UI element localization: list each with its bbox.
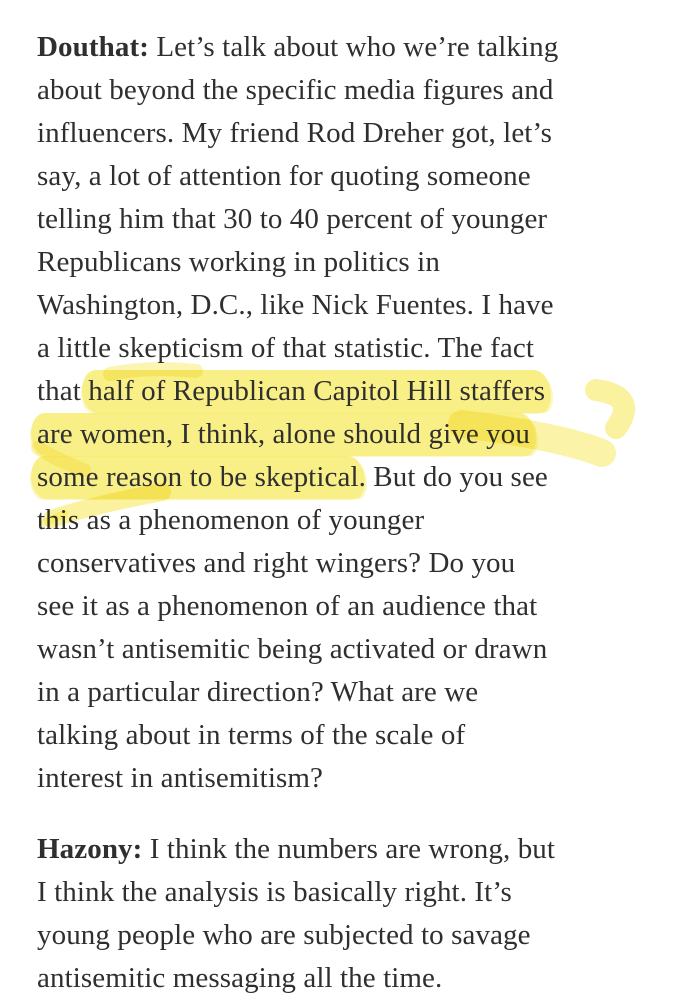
text-segment: Washington, D.C., like Nick Fuentes. I h… [37,289,554,321]
text-line: say, a lot of attention for quoting some… [37,155,654,198]
text-line: some reason to be skeptical. But do you … [31,456,654,499]
text-line: talking about in terms of the scale of [37,714,654,757]
text-segment: this as a phenomenon of younger [37,504,425,536]
text-line: are women, I think, alone should give yo… [31,413,654,456]
text-segment: Republicans working in politics in [37,246,440,278]
text-line: telling him that 30 to 40 percent of you… [37,198,654,241]
text-line: antisemitic messaging all the time. [37,957,654,1000]
text-segment: I think the analysis is basically right.… [37,876,512,908]
text-segment: a little skepticism of that statistic. T… [37,332,535,364]
text-segment: interest in antisemitism? [37,762,324,794]
text-line: I think the analysis is basically right.… [37,871,654,914]
text-segment: antisemitic messaging all the time. [37,962,443,994]
text-line: see it as a phenomenon of an audience th… [37,585,654,628]
text-segment: telling him that 30 to 40 percent of you… [37,203,548,235]
text-segment: influencers. My friend Rod Dreher got, l… [37,117,552,149]
text-segment: Let’s talk about who we’re talking [148,31,559,63]
text-segment: conservatives and right wingers? Do you [37,547,516,579]
text-line: interest in antisemitism? [37,757,654,800]
paragraph-douthat: Douthat: Let’s talk about who we’re talk… [31,26,654,800]
text-line: a little skepticism of that statistic. T… [37,327,654,370]
highlight-mark: some reason to be skeptical [31,456,365,499]
text-line: young people who are subjected to savage [37,914,654,957]
text-line: that half of Republican Capitol Hill sta… [37,370,654,413]
text-segment: that [37,375,89,407]
text-segment: wasn’t antisemitic being activated or dr… [37,633,548,665]
text-line: Douthat: Let’s talk about who we’re talk… [37,26,654,69]
text-segment: talking about in terms of the scale of [37,719,466,751]
text-segment: see it as a phenomenon of an audience th… [37,590,538,622]
text-line: this as a phenomenon of younger [37,499,654,542]
text-line: wasn’t antisemitic being activated or dr… [37,628,654,671]
text-segment: Hazony: [37,833,143,865]
text-line: influencers. My friend Rod Dreher got, l… [37,112,654,155]
paragraph-hazony: Hazony: I think the numbers are wrong, b… [37,828,654,1000]
text-line: Republicans working in politics in [37,241,654,284]
highlight-mark: half of Republican Capitol Hill staffers [82,370,552,413]
text-segment: . But do you see [358,461,548,493]
text-line: Hazony: I think the numbers are wrong, b… [37,828,654,871]
text-line: in a particular direction? What are we [37,671,654,714]
text-segment: say, a lot of attention for quoting some… [37,160,531,192]
text-segment: I think the numbers are wrong, but [142,833,556,865]
highlight-mark: are women, I think, alone should give yo… [31,413,536,456]
text-segment: Douthat: [37,31,149,63]
text-line: conservatives and right wingers? Do you [37,542,654,585]
text-segment: in a particular direction? What are we [37,676,479,708]
text-segment: about beyond the specific media figures … [37,74,554,106]
text-line: Washington, D.C., like Nick Fuentes. I h… [37,284,654,327]
text-line: about beyond the specific media figures … [37,69,654,112]
text-segment: young people who are subjected to savage [37,919,531,951]
